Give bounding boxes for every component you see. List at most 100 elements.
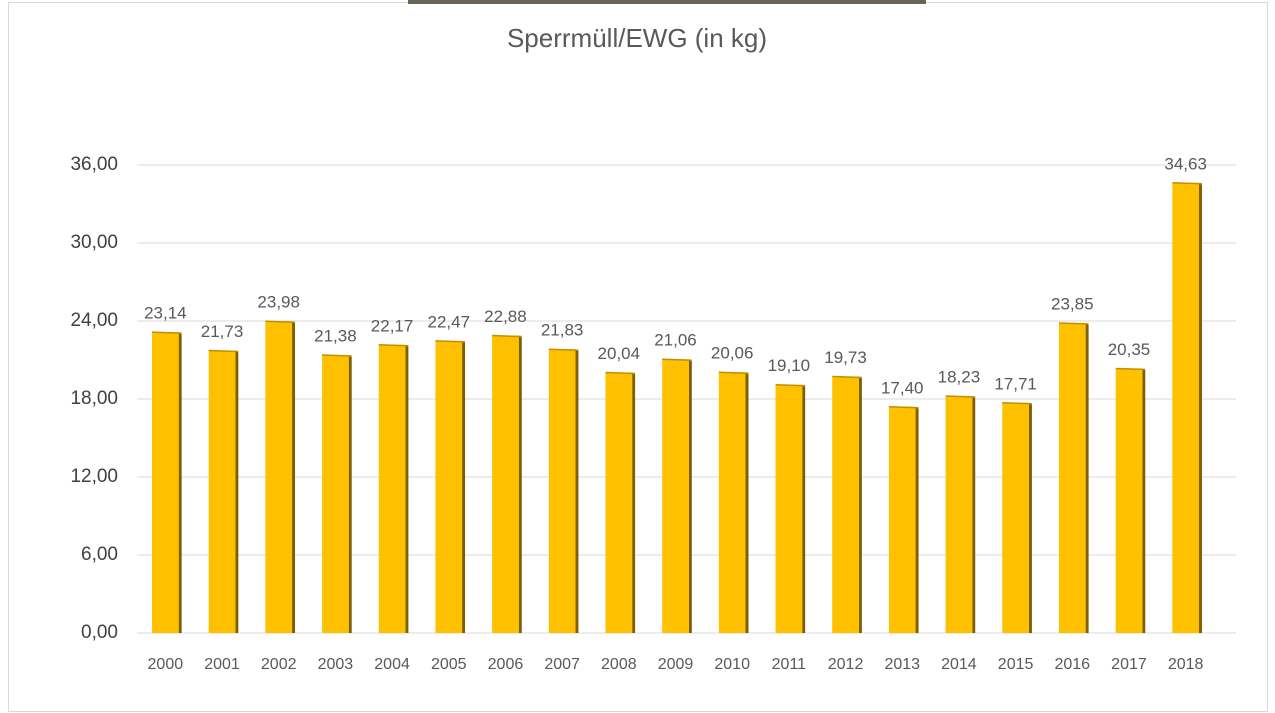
- data-label: 20,04: [598, 344, 641, 363]
- bar: [775, 384, 803, 633]
- bar-top: [662, 358, 692, 361]
- x-tick-label: 2006: [488, 656, 524, 673]
- bar-side: [518, 335, 522, 633]
- bar-side: [688, 359, 692, 633]
- bar-top: [151, 331, 182, 334]
- bar-top: [492, 334, 522, 338]
- bar: [605, 372, 633, 633]
- bar-side: [292, 321, 296, 633]
- data-label: 22,47: [427, 312, 470, 331]
- bar-top: [208, 349, 239, 353]
- x-tick-label: 2008: [601, 656, 637, 673]
- bar-top: [718, 371, 749, 374]
- x-tick-label: 2016: [1054, 656, 1090, 673]
- bar-top: [322, 354, 352, 357]
- y-tick-label: 12,00: [70, 466, 118, 487]
- x-tick-label: 2014: [941, 656, 977, 673]
- data-label: 20,06: [711, 344, 754, 363]
- bar: [945, 396, 973, 633]
- bar: [662, 359, 689, 633]
- x-tick-label: 2011: [772, 656, 807, 673]
- x-tick-label: 2007: [544, 656, 580, 673]
- bar-top: [548, 348, 579, 351]
- bar-top: [945, 395, 976, 398]
- bar-side: [802, 384, 806, 633]
- bar-top: [832, 375, 862, 379]
- bar-top: [378, 344, 409, 347]
- x-tick-label: 2015: [998, 656, 1034, 673]
- bar-side: [235, 350, 239, 633]
- bar-top: [775, 383, 806, 387]
- y-tick-label: 6,00: [81, 544, 118, 565]
- data-label: 21,73: [201, 322, 244, 341]
- bar: [492, 335, 519, 633]
- bar-side: [915, 406, 919, 633]
- bar-side: [1198, 182, 1202, 633]
- x-tick-label: 2004: [374, 656, 410, 673]
- bar-side: [1142, 368, 1146, 633]
- bar: [888, 406, 916, 633]
- bar-top: [1115, 367, 1146, 371]
- y-tick-label: 30,00: [70, 232, 118, 253]
- bar-side: [1085, 322, 1089, 633]
- bar: [1172, 182, 1199, 633]
- data-label: 17,71: [994, 374, 1037, 393]
- x-tick-label: 2010: [714, 656, 750, 673]
- x-tick-label: 2009: [658, 656, 694, 673]
- bar: [378, 344, 406, 633]
- x-tick-label: 2005: [431, 656, 467, 673]
- x-tick-label: 2017: [1111, 656, 1147, 673]
- bar: [208, 350, 236, 633]
- x-tick-label: 2000: [148, 656, 184, 673]
- bar: [548, 349, 576, 633]
- bar: [152, 332, 179, 633]
- data-label: 21,38: [314, 327, 357, 346]
- bar-top: [1002, 402, 1032, 405]
- bar-side: [462, 340, 466, 633]
- y-tick-label: 24,00: [70, 310, 118, 331]
- data-label: 18,23: [938, 367, 981, 386]
- bar: [265, 321, 293, 633]
- x-tick-label: 2002: [261, 656, 297, 673]
- data-label: 21,06: [654, 331, 697, 350]
- data-label: 19,10: [768, 356, 811, 375]
- bar: [435, 340, 463, 633]
- data-label: 23,98: [257, 293, 300, 312]
- bar: [1002, 402, 1029, 633]
- bar: [832, 376, 859, 633]
- bar: [322, 355, 349, 633]
- x-tick-label: 2003: [318, 656, 354, 673]
- data-label: 23,14: [144, 304, 187, 323]
- bar-top: [265, 320, 296, 324]
- bar-side: [178, 332, 182, 633]
- data-label: 20,35: [1108, 340, 1151, 359]
- data-label: 22,17: [371, 316, 414, 335]
- y-tick-label: 0,00: [81, 622, 118, 643]
- x-tick-label: 2018: [1168, 656, 1204, 673]
- bar-side: [405, 344, 409, 633]
- y-tick-label: 36,00: [70, 154, 118, 175]
- bar-top: [435, 340, 466, 343]
- bar-side: [348, 355, 352, 633]
- bar-side: [972, 396, 976, 633]
- bar-top: [888, 406, 919, 409]
- y-tick-label: 18,00: [70, 388, 118, 409]
- bar-side: [745, 372, 749, 633]
- bar: [718, 372, 746, 633]
- x-tick-label: 2013: [884, 656, 920, 673]
- bar-side: [858, 376, 862, 633]
- data-label: 17,40: [881, 378, 924, 397]
- bar: [1115, 368, 1143, 633]
- data-label: 22,88: [484, 307, 527, 326]
- bar-top: [605, 371, 636, 375]
- x-tick-label: 2001: [204, 656, 240, 673]
- bar: [1058, 322, 1086, 633]
- data-label: 23,85: [1051, 294, 1094, 313]
- bar-side: [1028, 402, 1032, 633]
- bar-side: [632, 372, 636, 633]
- top-strip: [408, 0, 926, 4]
- bar-side: [575, 349, 579, 633]
- bar-top: [1058, 322, 1089, 325]
